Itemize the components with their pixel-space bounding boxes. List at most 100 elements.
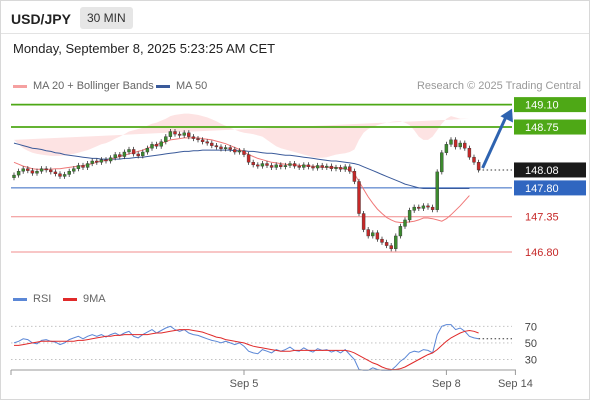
level-label-147.35: 147.35 (525, 212, 559, 224)
candle-body (435, 171, 439, 210)
candle (426, 203, 430, 210)
candle-body (159, 141, 163, 147)
candle (417, 204, 421, 211)
candle-body (127, 149, 131, 153)
candle-body (357, 181, 361, 214)
candle (389, 243, 393, 252)
candle (200, 137, 205, 145)
candle (463, 140, 467, 151)
candle (168, 128, 173, 140)
candle-body (476, 162, 481, 171)
candle-body (187, 132, 191, 137)
candle-body (95, 160, 99, 163)
candle-body (334, 167, 338, 169)
candle-body (49, 169, 53, 173)
ma20-legend-label: MA 20 + Bollinger Bands (33, 80, 154, 92)
candle-body (164, 136, 168, 142)
candle-body (329, 165, 334, 169)
level-tag-149.10: 149.10 (525, 100, 559, 112)
candle-body (214, 145, 219, 148)
candle (228, 144, 232, 153)
candle-body (444, 144, 449, 153)
candle-body (398, 226, 403, 237)
candle (329, 163, 334, 172)
candle (44, 166, 48, 173)
candle (251, 159, 255, 168)
candle (361, 210, 366, 233)
candle-body (205, 141, 209, 144)
candle-body (463, 142, 467, 149)
candle-body (366, 229, 370, 237)
candle-body (145, 147, 150, 153)
candle-body (417, 206, 421, 209)
candle-body (62, 174, 67, 177)
candle-body (325, 165, 329, 168)
candle (205, 139, 209, 146)
candle-body (440, 152, 444, 173)
candle (421, 203, 426, 211)
candle (444, 141, 449, 156)
candle (164, 134, 168, 145)
candle-body (76, 165, 81, 169)
candle-body (85, 163, 90, 168)
chart-header: USD/JPY 30 MIN (1, 1, 589, 33)
candle (210, 140, 214, 149)
candle-body (30, 170, 35, 174)
ma20-swatch (13, 84, 27, 88)
candle-body (58, 173, 62, 177)
candle (453, 137, 458, 150)
candle-body (16, 171, 21, 176)
candle-body (311, 166, 315, 169)
candle (182, 130, 186, 138)
level-tag-147.80: 147.80 (525, 183, 559, 195)
candle (99, 157, 104, 165)
candle-body (104, 159, 108, 162)
candle (458, 140, 462, 150)
candle-body (283, 165, 288, 167)
legend-ma50: MA 50 (156, 80, 207, 92)
rsi-ma-legend-label: 9MA (83, 293, 106, 305)
candle-body (113, 154, 117, 158)
candle (357, 178, 361, 217)
candle (269, 162, 274, 170)
candle-body (403, 219, 407, 227)
candle (430, 204, 435, 213)
x-tick-label: Sep 5 (230, 378, 259, 390)
candle (214, 143, 219, 150)
candle-body (375, 232, 380, 240)
candle (237, 148, 242, 155)
legend-9ma: 9MA (63, 293, 106, 305)
candle (384, 239, 389, 249)
candle-body (173, 131, 177, 135)
candle (265, 160, 269, 169)
candle-body (449, 139, 453, 145)
candle (159, 139, 163, 149)
header-divider (1, 33, 589, 34)
candle (403, 217, 407, 229)
ma50-legend-label: MA 50 (176, 80, 208, 92)
forecast-arrowhead (500, 108, 513, 123)
candle (223, 144, 228, 152)
candle (187, 130, 191, 140)
candle (246, 152, 251, 165)
candle (334, 164, 338, 172)
candle (122, 149, 127, 160)
rsi-9ma-line (14, 329, 479, 370)
candle-body (191, 136, 196, 139)
candle (292, 160, 297, 169)
candle (435, 169, 439, 213)
candle-body (177, 133, 182, 136)
candle (440, 150, 444, 175)
level-label-146.80: 146.80 (525, 247, 559, 259)
timeframe-badge[interactable]: 30 MIN (80, 7, 133, 29)
candle (320, 162, 324, 170)
candle (407, 207, 412, 223)
candle-body (472, 156, 476, 163)
candle (95, 158, 99, 165)
candle-body (320, 165, 324, 168)
candle-body (90, 160, 94, 164)
candle (325, 163, 329, 170)
candle-body (200, 139, 205, 142)
rsi-tick-label-30: 30 (525, 355, 537, 367)
candle (154, 141, 159, 149)
